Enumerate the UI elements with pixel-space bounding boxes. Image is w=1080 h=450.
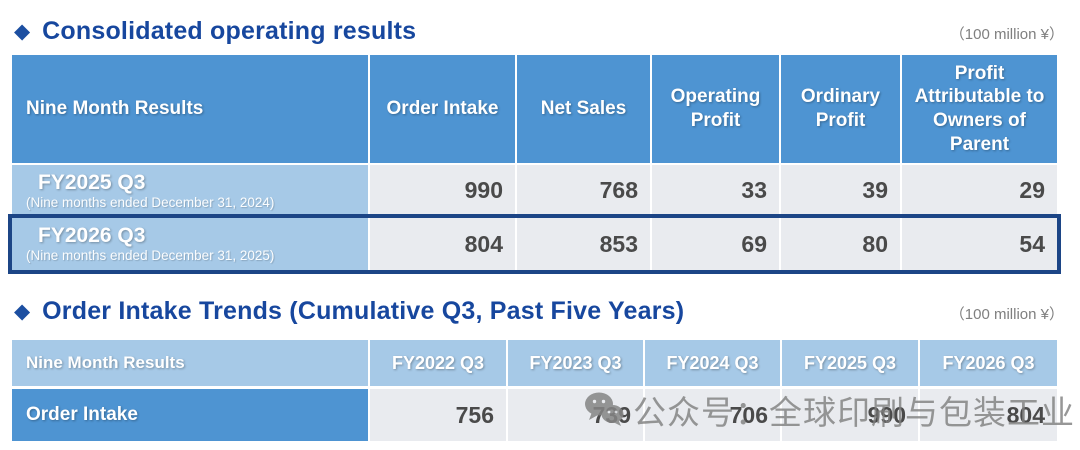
diamond-bullet-icon: ◆ — [14, 300, 31, 323]
order-intake-fy2025-value: 990 — [782, 389, 918, 441]
table1-header-row: Nine Month Results Order Intake Net Sale… — [12, 55, 1057, 163]
order-intake-fy2022-value: 756 — [370, 389, 506, 441]
section1-title: Consolidated operating results — [42, 17, 417, 45]
section2-header: ◆ Order Intake Trends (Cumulative Q3, Pa… — [14, 297, 1064, 326]
fy2025-ordinary-profit-value: 39 — [781, 165, 900, 216]
section1-header: ◆ Consolidated operating results （100 mi… — [14, 17, 1064, 46]
row-label-fy2025: FY2025 Q3 (Nine months ended December 31… — [12, 165, 368, 216]
section1-unit-label: （100 million ¥） — [949, 26, 1064, 43]
table2-header-nine-month-results: Nine Month Results — [12, 340, 368, 386]
fy2025-order-intake-value: 990 — [370, 165, 515, 216]
order-intake-fy2026-value: 804 — [920, 389, 1057, 441]
diamond-bullet-icon: ◆ — [14, 20, 31, 43]
fy2025-net-sales-value: 768 — [517, 165, 650, 216]
table1-row-fy2026-highlighted: FY2026 Q3 (Nine months ended December 31… — [8, 214, 1061, 274]
table1-header-operating-profit: Operating Profit — [652, 55, 779, 163]
table2-header-fy2024: FY2024 Q3 — [645, 340, 780, 386]
table2-header-fy2022: FY2022 Q3 — [370, 340, 506, 386]
table1-header-ordinary-profit: Ordinary Profit — [781, 55, 900, 163]
fy2025-label: FY2025 Q3 — [38, 170, 146, 194]
order-intake-row-label: Order Intake — [12, 389, 368, 441]
section2-title: Order Intake Trends (Cumulative Q3, Past… — [42, 297, 685, 325]
table2-header-fy2025: FY2025 Q3 — [782, 340, 918, 386]
fy2025-profit-attributable-value: 29 — [902, 165, 1057, 216]
table1-header-net-sales: Net Sales — [517, 55, 650, 163]
section2-unit-label: （100 million ¥） — [949, 306, 1064, 323]
table2-header-fy2026: FY2026 Q3 — [920, 340, 1057, 386]
fy2026-label: FY2026 Q3 — [38, 224, 146, 248]
order-intake-trends-table: Nine Month Results FY2022 Q3 FY2023 Q3 F… — [12, 340, 1057, 441]
fy2026-net-sales-value: 853 — [517, 218, 650, 270]
order-intake-fy2023-value: 739 — [508, 389, 643, 441]
fy2025-period: (Nine months ended December 31, 2024) — [26, 194, 275, 210]
fy2026-ordinary-profit-value: 80 — [781, 218, 900, 270]
table2-order-intake-row: Order Intake 756 739 706 990 804 — [12, 389, 1057, 441]
table2-header-fy2023: FY2023 Q3 — [508, 340, 643, 386]
fy2025-operating-profit-value: 33 — [652, 165, 779, 216]
table2-header-row: Nine Month Results FY2022 Q3 FY2023 Q3 F… — [12, 340, 1057, 386]
table1-header-nine-month-results: Nine Month Results — [12, 55, 368, 163]
fy2026-operating-profit-value: 69 — [652, 218, 779, 270]
consolidated-results-table: Nine Month Results Order Intake Net Sale… — [8, 55, 1061, 274]
table1-header-order-intake: Order Intake — [370, 55, 515, 163]
row-label-fy2026: FY2026 Q3 (Nine months ended December 31… — [12, 218, 368, 270]
table1-header-profit-attributable: Profit Attributable to Owners of Parent — [902, 55, 1057, 163]
order-intake-fy2024-value: 706 — [645, 389, 780, 441]
fy2026-profit-attributable-value: 54 — [902, 218, 1057, 270]
fy2026-period: (Nine months ended December 31, 2025) — [26, 248, 275, 264]
table1-row-fy2025: FY2025 Q3 (Nine months ended December 31… — [12, 165, 1057, 216]
fy2026-order-intake-value: 804 — [370, 218, 515, 270]
